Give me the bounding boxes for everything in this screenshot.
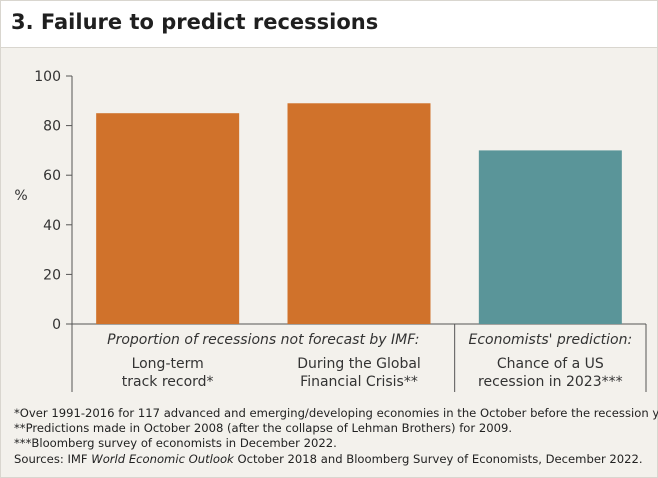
bar (287, 103, 431, 324)
y-tick-label: 60 (43, 168, 61, 184)
x-category-label: Long-term (132, 356, 204, 372)
sources-prefix: Sources: IMF (14, 451, 92, 466)
x-category-label: Chance of a US (497, 356, 604, 372)
y-tick-label: 100 (34, 69, 61, 85)
footnotes: *Over 1991-2016 for 117 advanced and eme… (14, 406, 658, 467)
chart-title: 3. Failure to predict recessions (11, 10, 379, 34)
y-tick-label: 20 (43, 267, 61, 283)
bar-chart: 0 20 40 60 80 100% Long-term track record* Durin… (14, 69, 647, 392)
title-divider (1, 47, 657, 48)
y-axis-label: % (14, 188, 27, 204)
sources-note: Sources: IMF World Economic Outlook Octo… (14, 452, 650, 467)
bar (478, 150, 622, 324)
bar (96, 113, 240, 324)
footnote-3: ***Bloomberg survey of economists in Dec… (14, 436, 337, 451)
sources-suffix: October 2018 and Bloomberg Survey of Eco… (233, 451, 643, 466)
group-label-imf: Proportion of recessions not forecast by… (107, 332, 419, 348)
y-tick-label: 40 (43, 218, 61, 234)
x-category-label: recession in 2023*** (478, 374, 623, 390)
y-tick-label: 0 (52, 317, 61, 333)
x-category-label: During the Global (297, 356, 421, 372)
group-label-economists: Economists' prediction: (468, 332, 632, 348)
x-category-label: track record* (122, 374, 214, 390)
sources-italic: World Economic Outlook (91, 451, 234, 466)
x-category-label: Financial Crisis** (300, 374, 418, 390)
title-bar: 3. Failure to predict recessions (1, 1, 657, 47)
footnote-2: **Predictions made in October 2008 (afte… (14, 421, 513, 436)
footnote-1: *Over 1991-2016 for 117 advanced and eme… (14, 406, 658, 420)
y-tick-label: 80 (43, 119, 61, 135)
